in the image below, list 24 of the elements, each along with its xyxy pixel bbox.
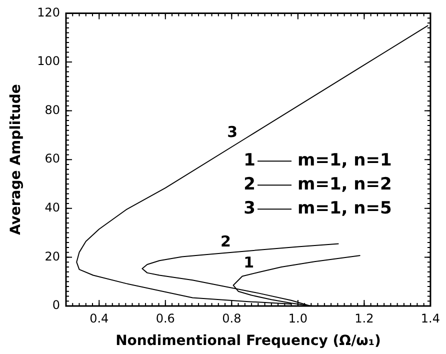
legend-label: m=1, n=5 [298, 198, 392, 218]
annotation: 2 [220, 232, 231, 251]
annotation: 1 [244, 254, 254, 272]
x-tick-label: 1.4 [420, 311, 440, 326]
x-tick-label: 0.4 [90, 311, 109, 326]
x-axis-title: Nondimentional Frequency (Ω/ω₁) [116, 333, 381, 350]
y-tick-label: 80 [44, 102, 60, 117]
y-tick-label: 60 [44, 152, 60, 166]
x-tick-label: 1.0 [288, 311, 308, 326]
text: 1 [244, 150, 256, 170]
y-tick-label: 20 [44, 249, 60, 264]
x-tick-label: 0.8 [222, 311, 242, 326]
y-tick-label: 100 [37, 54, 60, 68]
x-tick-label: 0.6 [156, 311, 175, 326]
x-tick-label: 1.2 [354, 311, 374, 326]
y-tick-label: 120 [37, 5, 60, 20]
legend-label: m=1, n=2 [298, 174, 392, 194]
y-tick-label: 0 [52, 298, 60, 312]
y-tick-label: 40 [44, 200, 60, 215]
text: 2 [244, 174, 256, 194]
text: 3 [244, 198, 256, 218]
legend-label: m=1, n=1 [298, 150, 392, 170]
y-axis-title: Average Amplitude [8, 84, 24, 236]
annotation: 3 [227, 122, 238, 141]
